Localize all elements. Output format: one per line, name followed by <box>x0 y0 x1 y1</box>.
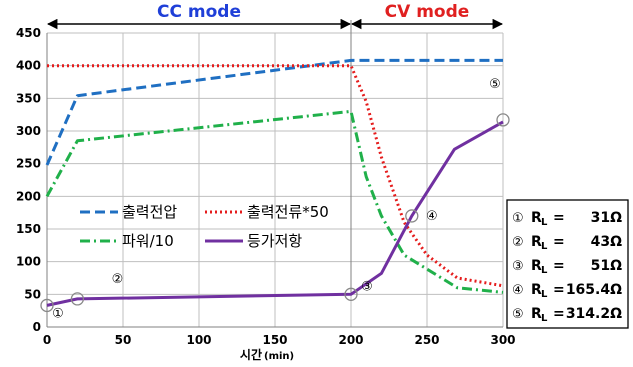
mode-label: CV mode <box>385 2 470 22</box>
legend-label: 출력전압 <box>122 203 177 221</box>
table-symbol: R <box>531 210 542 226</box>
mode-label: CC mode <box>157 2 241 22</box>
legend-label: 출력전류*50 <box>247 203 329 221</box>
y-tick-label: 450 <box>16 26 41 40</box>
series-lines <box>45 58 504 307</box>
x-tick-label: 0 <box>43 333 51 347</box>
y-tick-label: 100 <box>16 255 41 269</box>
table-marker: ② <box>512 235 524 250</box>
x-tick-label: 100 <box>186 333 211 347</box>
axes <box>46 33 503 328</box>
series-line <box>47 64 504 288</box>
table-equals: = <box>553 306 565 322</box>
table-value: 31Ω <box>591 210 622 226</box>
table-equals: = <box>553 234 565 250</box>
marker-label: ③ <box>361 279 373 294</box>
table-marker: ⑤ <box>512 307 524 322</box>
y-tick-label: 150 <box>16 222 41 236</box>
x-tick-label: 50 <box>115 333 132 347</box>
y-tick-label: 350 <box>16 91 41 105</box>
y-tick-label: 200 <box>16 189 41 203</box>
x-tick-label: 250 <box>414 333 439 347</box>
table-marker: ③ <box>512 259 524 274</box>
table-equals: = <box>553 258 565 274</box>
point-markers: ① ② ③ ④ ⑤ <box>40 77 510 321</box>
marker-circle <box>405 209 419 223</box>
table-symbol: R <box>531 258 542 274</box>
table-subscript: L <box>541 289 548 300</box>
y-tick-label: 300 <box>16 124 41 138</box>
marker-label: ⑤ <box>489 77 501 92</box>
y-tick-label: 250 <box>16 157 41 171</box>
marker-circle <box>496 113 510 127</box>
series-line <box>45 109 504 294</box>
table-subscript: L <box>541 313 548 324</box>
table-subscript: L <box>541 241 548 252</box>
y-tick-label: 0 <box>33 320 41 334</box>
table-equals: = <box>553 210 565 226</box>
x-axis-label: 시간 (min) <box>240 347 294 362</box>
marker-circle <box>70 292 85 306</box>
x-axis-unit: (min) <box>264 351 294 362</box>
table-marker: ① <box>512 211 524 226</box>
series-line <box>46 120 504 307</box>
table-equals: = <box>553 282 565 298</box>
table-symbol: R <box>531 282 542 298</box>
table-subscript: L <box>541 265 548 276</box>
legend: 출력전압 출력전류*50 파워/10 등가저항 <box>80 203 329 250</box>
table-value: 165.4Ω <box>566 282 622 298</box>
table-subscript: L <box>541 217 548 228</box>
mode-annotations: CC mode CV mode <box>46 2 504 295</box>
table-value: 314.2Ω <box>566 306 622 322</box>
y-tick-label: 50 <box>24 287 41 301</box>
legend-label: 등가저항 <box>247 232 302 250</box>
table-value: 51Ω <box>591 258 622 274</box>
table-frame <box>506 199 629 329</box>
y-tick-label: 400 <box>16 59 41 73</box>
marker-circle <box>344 287 358 301</box>
table-symbol: R <box>531 234 542 250</box>
table-value: 43Ω <box>591 234 622 250</box>
x-tick-label: 150 <box>262 333 287 347</box>
marker-label: ④ <box>426 209 438 224</box>
legend-label: 파워/10 <box>122 232 174 250</box>
marker-circle <box>40 298 54 313</box>
table-marker: ④ <box>512 283 524 298</box>
series-line <box>45 58 503 166</box>
marker-label: ① <box>52 306 64 321</box>
tick-labels: 0 50 100 150 200 250 300 350 400 450 0 50 100 150 200 2… <box>16 26 516 347</box>
x-axis-title: 시간 <box>240 347 262 362</box>
marker-label: ② <box>112 272 124 287</box>
table-symbol: R <box>531 306 542 322</box>
x-tick-label: 300 <box>490 333 515 347</box>
x-tick-label: 200 <box>338 333 363 347</box>
